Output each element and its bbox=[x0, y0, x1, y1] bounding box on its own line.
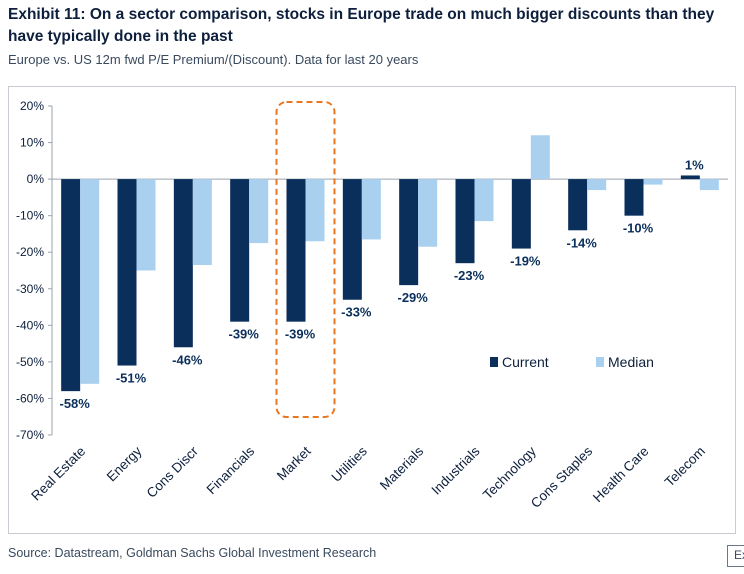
y-tick-label: 10% bbox=[20, 136, 44, 150]
bar-median bbox=[361, 179, 381, 240]
bar-current bbox=[342, 179, 362, 300]
y-tick-label: -20% bbox=[16, 245, 44, 259]
bar-median bbox=[249, 179, 269, 244]
x-tick-label: Technology bbox=[480, 443, 539, 502]
x-tick-label: Energy bbox=[104, 443, 145, 484]
bar-current bbox=[399, 179, 419, 286]
x-tick-label: Materials bbox=[377, 443, 427, 493]
data-label: -10% bbox=[623, 221, 654, 236]
highlight-box bbox=[275, 101, 336, 418]
bar-median bbox=[474, 179, 494, 222]
y-tick-label: 20% bbox=[20, 99, 44, 113]
legend: Current Median bbox=[490, 354, 654, 370]
bar-median bbox=[530, 135, 550, 180]
bar-current bbox=[173, 179, 193, 348]
chart-subtitle: Europe vs. US 12m fwd P/E Premium/(Disco… bbox=[8, 52, 419, 67]
y-axis: 20% 10% 0% -10% -20% -30% -40% -50% -60% -70% bbox=[16, 99, 728, 442]
y-tick-label: 0% bbox=[27, 172, 45, 186]
data-label: -46% bbox=[172, 352, 203, 367]
legend-label-median: Median bbox=[608, 354, 654, 370]
x-tick-label: Financials bbox=[204, 443, 258, 497]
corner-tag: Ex bbox=[727, 545, 744, 567]
bar-current bbox=[286, 179, 306, 322]
x-axis: Real Estate Energy Cons Discr Financials Mar… bbox=[28, 443, 708, 511]
y-tick-label: -30% bbox=[16, 282, 44, 296]
y-tick-label: -40% bbox=[16, 318, 44, 332]
data-label: 1% bbox=[685, 157, 704, 172]
x-tick-label: Real Estate bbox=[28, 444, 88, 504]
data-label: -51% bbox=[116, 371, 147, 386]
y-tick-label: -60% bbox=[16, 391, 44, 405]
legend-swatch-median bbox=[596, 357, 604, 367]
data-label: -23% bbox=[454, 268, 485, 283]
chart-frame bbox=[8, 86, 736, 534]
x-tick-label: Market bbox=[274, 443, 314, 483]
y-tick-label: -10% bbox=[16, 209, 44, 223]
x-tick-label: Industrials bbox=[429, 443, 483, 497]
bar-current bbox=[117, 179, 137, 366]
chart-title: Exhibit 11: On a sector comparison, stoc… bbox=[8, 6, 715, 45]
bar-median bbox=[136, 179, 156, 271]
bar-median bbox=[418, 179, 438, 247]
data-label: -14% bbox=[566, 235, 597, 250]
bar-current bbox=[455, 179, 475, 264]
legend-label-current: Current bbox=[502, 354, 549, 370]
bar-current bbox=[680, 175, 700, 180]
bar-current bbox=[61, 179, 81, 392]
x-tick-label: Telecom bbox=[662, 444, 708, 490]
bar-median bbox=[587, 179, 607, 191]
y-tick-label: -70% bbox=[16, 428, 44, 442]
bar-median bbox=[643, 179, 663, 185]
data-label: -39% bbox=[228, 327, 259, 342]
bar-median bbox=[305, 179, 325, 242]
legend-swatch-current bbox=[490, 357, 498, 367]
bar-median bbox=[699, 179, 719, 191]
data-label: -19% bbox=[510, 254, 541, 269]
y-tick-label: -50% bbox=[16, 355, 44, 369]
bar-current bbox=[230, 179, 250, 322]
data-label: -58% bbox=[59, 396, 90, 411]
x-tick-label: Cons Discr bbox=[144, 443, 202, 501]
bars bbox=[61, 135, 719, 392]
bar-current bbox=[511, 179, 531, 249]
source-note: Source: Datastream, Goldman Sachs Global… bbox=[8, 546, 377, 560]
bar-current bbox=[624, 179, 644, 216]
market-highlight-box bbox=[275, 101, 336, 418]
bar-median bbox=[192, 179, 212, 266]
bar-current bbox=[568, 179, 588, 231]
data-label: -29% bbox=[397, 290, 428, 305]
data-label: -33% bbox=[341, 305, 372, 320]
bar-median bbox=[80, 179, 100, 384]
data-labels: -58% -51% -46% -39% -39% -33% -29% -23% -19% -14%… bbox=[59, 157, 704, 411]
x-tick-label: Health Care bbox=[590, 444, 652, 506]
x-tick-label: Utilities bbox=[329, 443, 371, 485]
data-label: -39% bbox=[285, 327, 316, 342]
